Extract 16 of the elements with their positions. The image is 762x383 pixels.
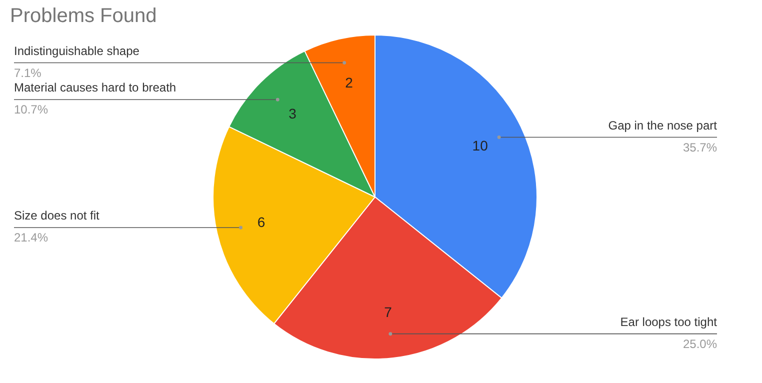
slice-label: Gap in the nose part — [608, 118, 718, 132]
data-label: 2 — [345, 74, 354, 90]
slice-label: Size does not fit — [14, 208, 100, 223]
slice-label: Ear loops too tight — [620, 314, 718, 329]
text: 7.1% — [14, 66, 42, 80]
text: 25.0% — [682, 336, 718, 351]
chart-title: Problems Found — [10, 5, 157, 27]
text: 21.4% — [14, 230, 48, 245]
slice-label: Material causes hard to breath — [14, 80, 176, 95]
data-label: 3 — [288, 106, 297, 122]
data-label: 10 — [472, 137, 488, 154]
text: 35.7% — [682, 140, 718, 154]
text: 10.7% — [14, 102, 48, 117]
data-label: 6 — [257, 214, 266, 230]
data-label: 7 — [384, 304, 392, 320]
slice-label: Indistinguishable shape — [14, 44, 140, 58]
